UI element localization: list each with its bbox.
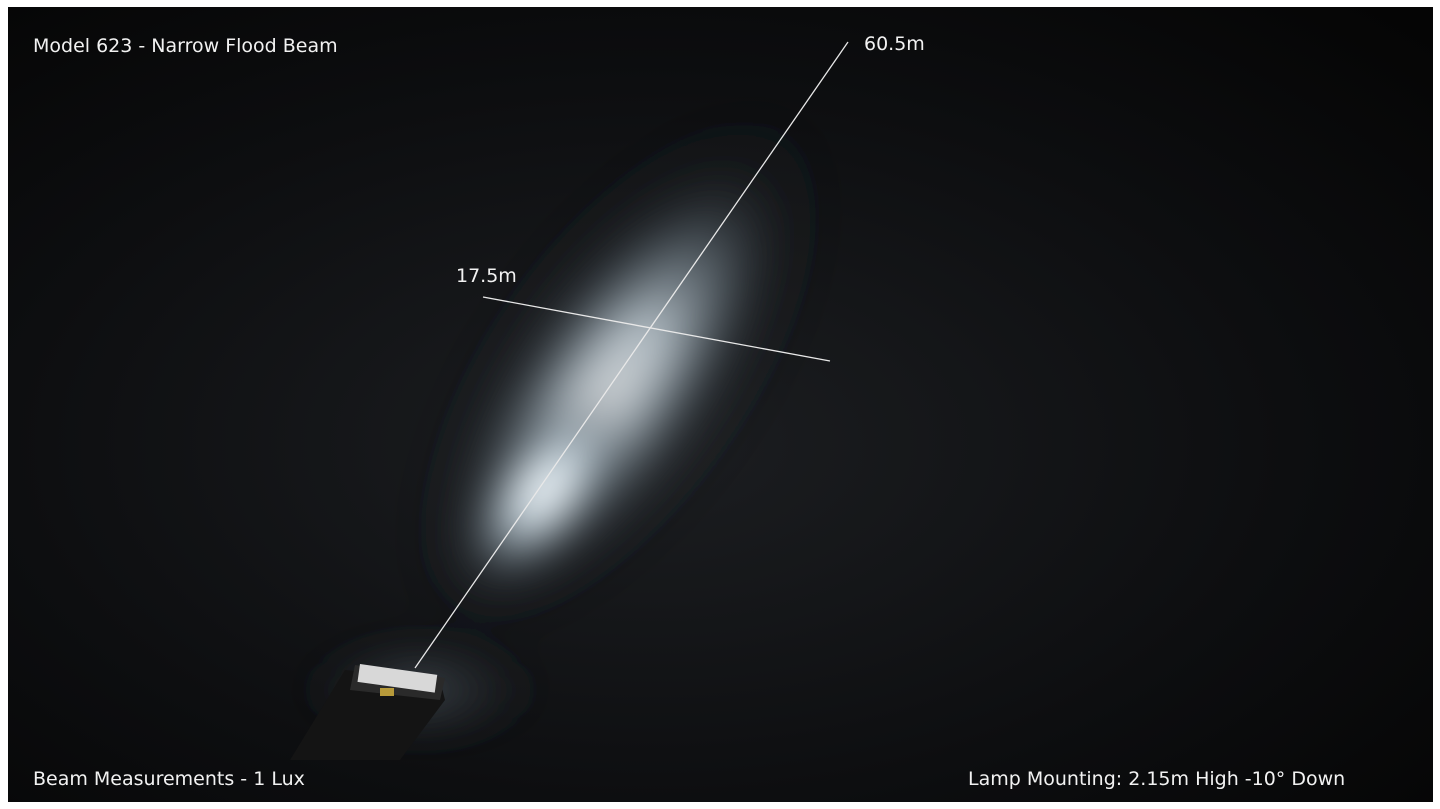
page: Model 623 - Narrow Flood Beam 60.5m 17.5…	[0, 0, 1440, 809]
title: Model 623 - Narrow Flood Beam	[33, 35, 338, 57]
footer-left: Beam Measurements - 1 Lux	[33, 768, 305, 790]
length-label: 60.5m	[864, 33, 925, 55]
footer-right: Lamp Mounting: 2.15m High -10° Down	[968, 768, 1345, 790]
beam-render: Model 623 - Narrow Flood Beam 60.5m 17.5…	[0, 0, 1440, 809]
width-label: 17.5m	[456, 265, 517, 287]
